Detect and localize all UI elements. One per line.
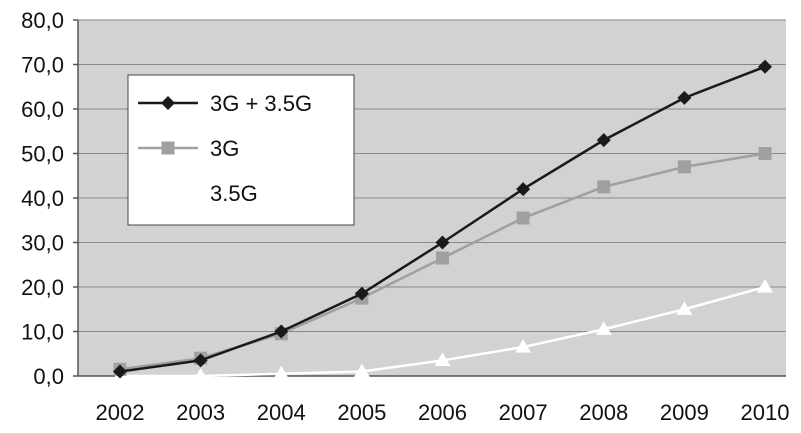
y-tick-label: 70,0 [21,53,64,78]
data-point [192,368,209,382]
legend-label: 3.5G [210,181,258,206]
data-point [758,147,772,160]
x-tick-label: 2007 [499,400,548,425]
x-tick-label: 2010 [741,400,790,425]
data-point [597,180,611,194]
data-point [436,251,449,265]
y-tick-label: 50,0 [21,142,64,167]
data-point [160,185,176,199]
data-point [757,279,773,293]
x-tick-label: 2003 [176,400,225,425]
data-point [677,160,691,174]
x-tick-label: 2006 [418,400,467,425]
data-point [516,182,531,197]
legend: 3G + 3.5G 3G 3.5G [127,74,355,226]
data-point [354,286,369,301]
data-point [113,364,127,379]
data-point [161,141,175,155]
y-tick-label: 80,0 [21,8,64,33]
x-tick-label: 2009 [660,400,709,425]
x-axis-ticks: 2002 2003 2004 2005 2006 2007 2008 2009 2010 [96,400,790,425]
data-point [274,324,289,339]
legend-label: 3G + 3.5G [210,91,312,116]
data-point [353,363,370,378]
data-point [516,211,530,225]
data-point [677,90,692,105]
y-tick-label: 60,0 [21,97,64,122]
data-point [161,96,175,110]
legend-label: 3G [210,136,239,161]
data-point [758,59,772,74]
y-tick-label: 40,0 [21,186,64,211]
x-tick-label: 2008 [579,400,628,425]
series-lines [112,59,773,382]
x-tick-label: 2004 [257,400,306,425]
y-tick-label: 10,0 [21,320,64,345]
data-point [676,301,693,315]
data-point [596,133,611,148]
y-tick-label: 30,0 [21,231,64,256]
data-point [435,235,450,250]
y-tick-label: 0,0 [33,364,64,389]
x-tick-label: 2002 [96,400,145,425]
data-point [193,353,208,368]
y-tick-label: 20,0 [21,275,64,300]
y-axis-ticks: 0,0 10,0 20,0 30,0 40,0 50,0 60,0 70,0 80,0 [21,8,78,389]
data-point [595,321,612,335]
x-tick-label: 2005 [337,400,386,425]
data-point [515,339,532,353]
data-point [434,352,451,367]
data-point [273,365,290,380]
